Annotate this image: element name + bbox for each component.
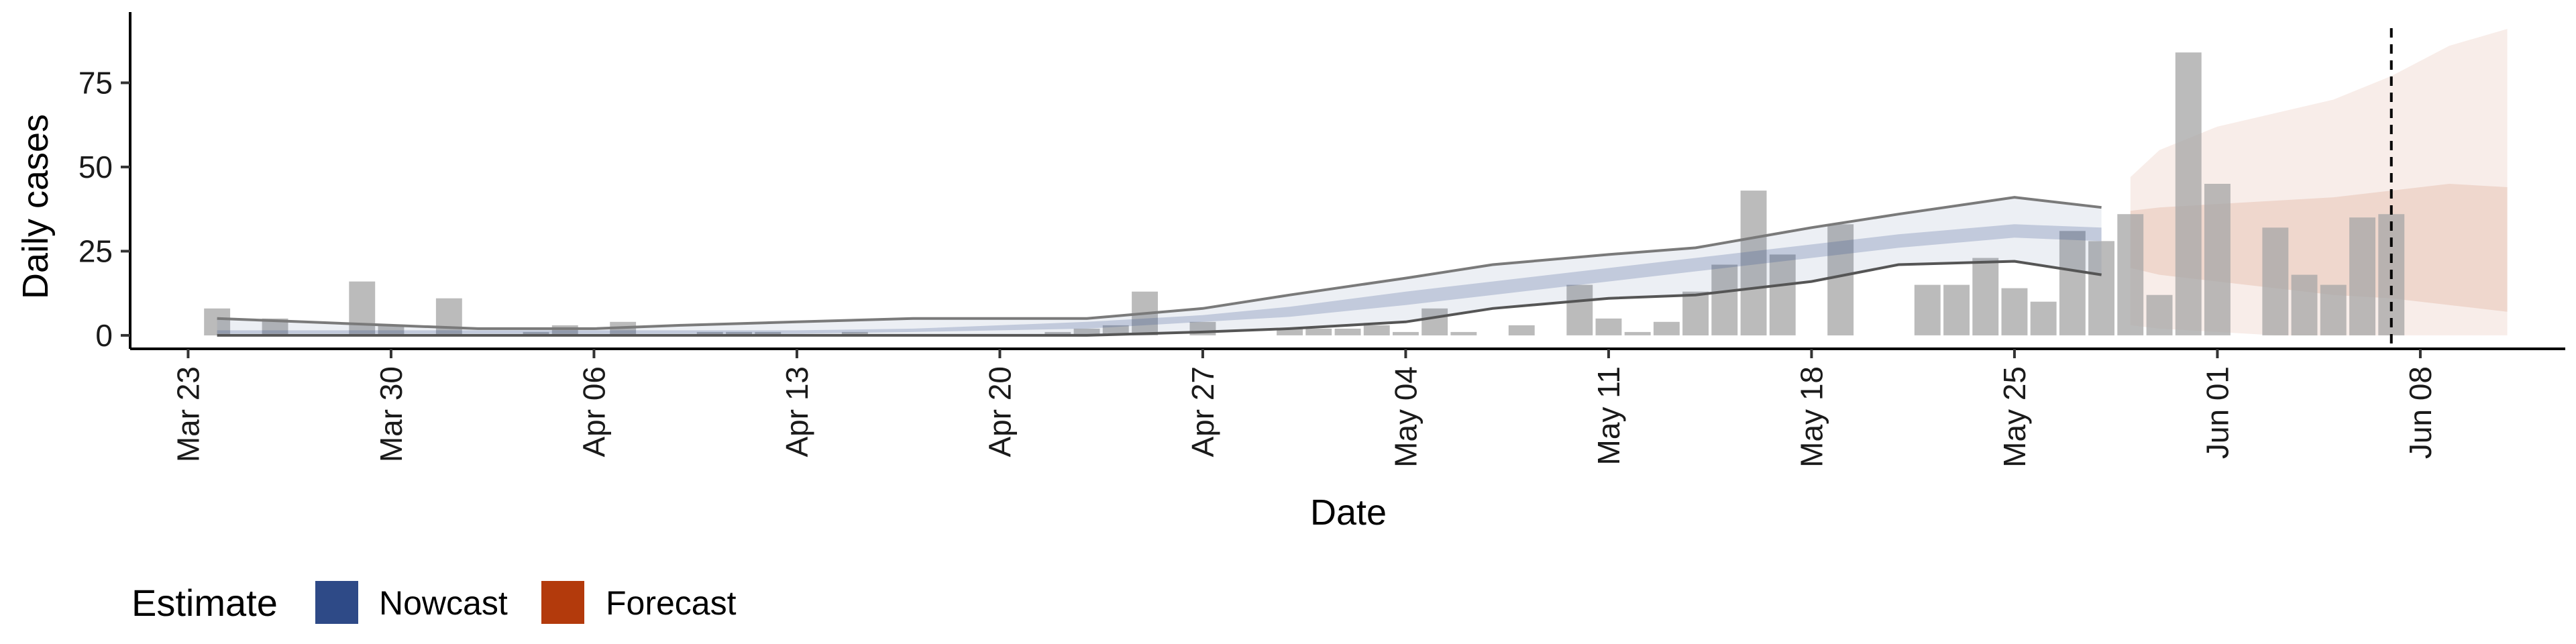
x-tick-label: Apr 20 (982, 366, 1017, 458)
case-bar (1769, 254, 1796, 335)
case-bar (1943, 284, 1970, 335)
x-tick-label: May 04 (1388, 366, 1423, 468)
legend-title: Estimate (131, 582, 278, 624)
case-bar (1508, 325, 1535, 335)
case-bar (1682, 291, 1709, 335)
x-tick-label: Mar 23 (170, 366, 205, 462)
axes (129, 12, 2565, 350)
x-tick-label: Apr 06 (576, 366, 611, 458)
legend: Estimate Nowcast Forecast (131, 581, 737, 624)
nowcast-lower-bound-line (217, 260, 2102, 337)
case-bar (1566, 284, 1593, 335)
case-bar (1073, 328, 1100, 335)
case-bar (2088, 241, 2114, 335)
y-tick-label: 50 (78, 150, 113, 184)
nowcast-outer-band (217, 197, 2102, 335)
case-bar (204, 308, 231, 335)
case-bar (2146, 294, 2173, 335)
case-bar (1393, 331, 1419, 335)
case-bar (1363, 325, 1390, 335)
case-bar (841, 331, 868, 335)
case-bar (1653, 321, 1680, 335)
y-axis-title: Daily cases (15, 114, 56, 299)
x-axis-title: Date (1310, 492, 1387, 533)
case-bar (2320, 284, 2347, 335)
x-tick-label: May 11 (1591, 366, 1626, 465)
case-bar (2059, 231, 2086, 335)
case-bar (1421, 308, 1448, 335)
y-tick-label: 75 (78, 65, 113, 100)
case-bar (1277, 328, 1303, 335)
case-bar (1450, 331, 1477, 335)
case-bar (696, 331, 723, 335)
case-bar (2117, 214, 2144, 335)
x-axis-ticks: Mar 23 Mar 30 Apr 06 Apr 13 Apr 20 Apr 27 May … (170, 349, 2438, 468)
case-bar (1305, 328, 1332, 335)
case-bar (2291, 274, 2318, 335)
case-bar (1711, 264, 1738, 335)
x-tick-label: Apr 13 (780, 366, 814, 458)
case-bar (2001, 288, 2028, 335)
case-bar (1595, 318, 1622, 335)
nowcast-bands (217, 196, 2102, 337)
legend-swatch-nowcast (315, 581, 358, 624)
legend-label-forecast: Forecast (606, 584, 737, 622)
reported-cases-bars (204, 52, 2405, 335)
legend-swatch-forecast (541, 581, 584, 624)
case-bar (1334, 328, 1361, 335)
case-bar (2349, 217, 2375, 335)
y-tick-label: 25 (78, 233, 113, 268)
case-bar (755, 331, 782, 335)
nowcast-inner-band (217, 224, 2102, 334)
case-bar (378, 325, 405, 335)
case-bar (726, 331, 752, 335)
case-bar (2204, 184, 2231, 335)
case-bar (1044, 331, 1071, 335)
x-tick-label: Jun 08 (2403, 366, 2438, 459)
y-tick-label: 0 (95, 318, 113, 353)
x-tick-label: Mar 30 (374, 366, 409, 462)
case-bar (2175, 52, 2202, 335)
nowcast-upper-bound-line (217, 196, 2102, 330)
case-bar (1972, 258, 1999, 335)
case-bar (1624, 331, 1651, 335)
y-axis-ticks: 0 25 50 75 (78, 65, 130, 353)
case-bar (1740, 191, 1767, 335)
x-tick-label: Jun 01 (2200, 366, 2235, 459)
x-tick-label: Apr 27 (1185, 366, 1220, 458)
case-bar (2262, 227, 2289, 335)
case-bar (1827, 224, 1854, 335)
case-bar (1102, 325, 1129, 335)
x-tick-label: May 18 (1794, 366, 1829, 468)
case-bar (1914, 284, 1941, 335)
x-tick-label: May 25 (1997, 366, 2032, 468)
case-bar (2030, 301, 2057, 335)
legend-label-nowcast: Nowcast (379, 584, 508, 622)
case-bar (523, 331, 549, 335)
case-bar (349, 281, 376, 335)
